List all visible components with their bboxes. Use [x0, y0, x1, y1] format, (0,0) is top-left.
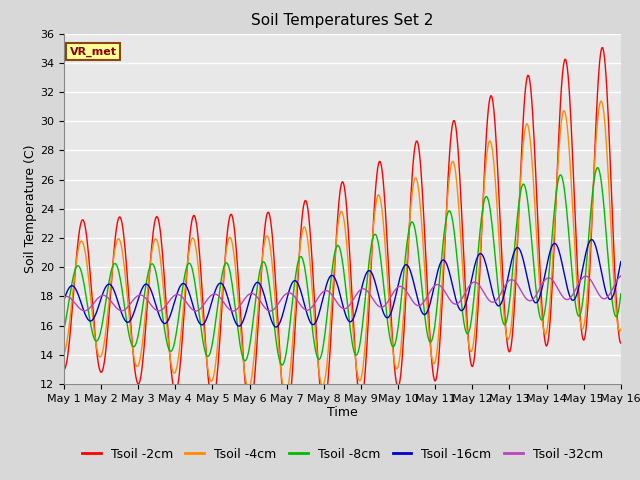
Tsoil -2cm [184, 255, 192, 261]
Tsoil -8cm [411, 226, 419, 231]
Tsoil -4cm [184, 257, 192, 263]
Line: Tsoil -8cm: Tsoil -8cm [64, 168, 621, 365]
Legend: Tsoil -2cm, Tsoil -4cm, Tsoil -8cm, Tsoil -16cm, Tsoil -32cm: Tsoil -2cm, Tsoil -4cm, Tsoil -8cm, Tsoi… [77, 443, 608, 466]
Tsoil -2cm [283, 415, 291, 421]
Tsoil -16cm [127, 316, 135, 322]
Tsoil -16cm [617, 259, 625, 264]
Tsoil -8cm [214, 305, 221, 311]
Line: Tsoil -16cm: Tsoil -16cm [64, 240, 621, 327]
Tsoil -16cm [273, 324, 280, 330]
Tsoil -16cm [588, 237, 595, 242]
Tsoil -8cm [127, 341, 135, 347]
Tsoil -2cm [411, 144, 419, 150]
Tsoil -8cm [428, 339, 435, 345]
Tsoil -8cm [278, 362, 286, 368]
Line: Tsoil -32cm: Tsoil -32cm [64, 276, 621, 311]
Tsoil -4cm [70, 277, 78, 283]
Tsoil -16cm [428, 297, 435, 303]
Tsoil -8cm [60, 326, 68, 332]
Tsoil -16cm [70, 284, 78, 289]
Tsoil -32cm [70, 299, 78, 305]
X-axis label: Time: Time [327, 407, 358, 420]
Line: Tsoil -2cm: Tsoil -2cm [64, 48, 621, 418]
Tsoil -32cm [184, 301, 192, 307]
Tsoil -2cm [214, 370, 221, 376]
Y-axis label: Soil Temperature (C): Soil Temperature (C) [24, 144, 37, 273]
Text: VR_met: VR_met [70, 47, 116, 57]
Tsoil -8cm [594, 165, 602, 170]
Tsoil -2cm [60, 367, 68, 372]
Tsoil -2cm [598, 45, 606, 50]
Tsoil -16cm [184, 287, 192, 292]
Tsoil -32cm [60, 294, 68, 300]
Tsoil -32cm [127, 300, 135, 305]
Tsoil -32cm [411, 301, 419, 307]
Tsoil -4cm [617, 326, 625, 332]
Tsoil -32cm [214, 292, 221, 298]
Tsoil -4cm [598, 98, 605, 104]
Line: Tsoil -4cm: Tsoil -4cm [64, 101, 621, 395]
Tsoil -4cm [214, 345, 221, 351]
Tsoil -16cm [214, 283, 221, 289]
Title: Soil Temperatures Set 2: Soil Temperatures Set 2 [252, 13, 433, 28]
Tsoil -4cm [127, 335, 135, 341]
Tsoil -8cm [184, 261, 192, 267]
Tsoil -4cm [282, 392, 289, 398]
Tsoil -16cm [60, 297, 68, 302]
Tsoil -8cm [70, 271, 78, 276]
Tsoil -32cm [617, 273, 625, 279]
Tsoil -2cm [127, 329, 135, 335]
Tsoil -32cm [266, 308, 274, 314]
Tsoil -4cm [60, 351, 68, 357]
Tsoil -16cm [411, 285, 419, 290]
Tsoil -32cm [428, 287, 435, 293]
Tsoil -2cm [617, 340, 625, 346]
Tsoil -4cm [428, 349, 435, 355]
Tsoil -2cm [428, 350, 435, 356]
Tsoil -2cm [70, 283, 78, 289]
Tsoil -4cm [411, 176, 419, 181]
Tsoil -8cm [617, 291, 625, 297]
